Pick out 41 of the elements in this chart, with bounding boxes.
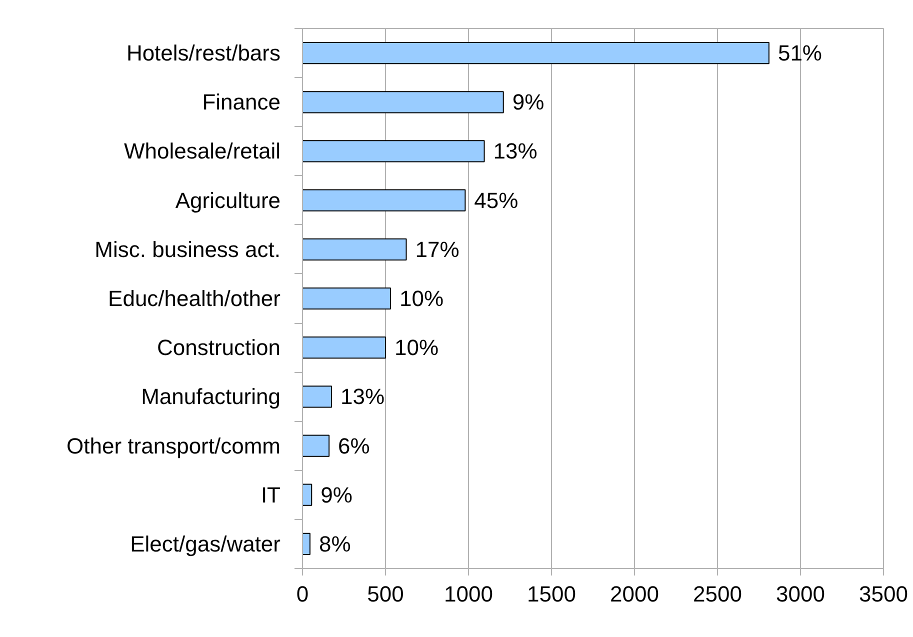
y-tick-label: Hotels/rest/bars xyxy=(126,40,281,66)
bar xyxy=(302,238,407,260)
annotation: 8% xyxy=(318,531,351,556)
bar xyxy=(302,336,386,359)
x-tick-label: 1000 xyxy=(444,582,493,606)
bar xyxy=(302,287,391,310)
annotation: 10% xyxy=(394,335,439,360)
y-tick-label: Construction xyxy=(156,335,281,360)
y-tick-label: Wholesale/retail xyxy=(124,138,280,164)
annotation: 51% xyxy=(778,40,822,66)
y-tick-label: Finance xyxy=(202,90,281,115)
y-tick-label: Agriculture xyxy=(175,188,280,213)
y-tick-label: IT xyxy=(260,482,281,508)
y-tick-label: Manufacturing xyxy=(141,384,281,410)
bar xyxy=(302,140,485,162)
bar xyxy=(302,434,330,457)
annotation: 9% xyxy=(320,482,352,508)
y-tick-label: Other transport/comm xyxy=(66,433,280,458)
bar xyxy=(302,91,504,114)
annotation: 45% xyxy=(474,188,518,213)
annotation: 9% xyxy=(512,90,544,115)
bar xyxy=(302,42,770,64)
x-tick-label: 3500 xyxy=(859,582,908,606)
annotation: 17% xyxy=(415,236,460,262)
x-tick-label: 500 xyxy=(367,582,404,606)
bar xyxy=(302,189,466,212)
x-tick-label: 2500 xyxy=(693,582,742,606)
x-tick-label: 3000 xyxy=(776,582,825,606)
x-tick-label: 0 xyxy=(296,582,309,606)
annotation: 10% xyxy=(399,286,444,311)
y-tick-label: Misc. business act. xyxy=(94,236,281,262)
bar xyxy=(302,532,310,556)
annotation: 6% xyxy=(338,433,370,458)
bar xyxy=(302,386,332,408)
bar xyxy=(302,484,312,506)
annotation: 13% xyxy=(340,384,385,410)
x-tick-label: 2000 xyxy=(610,582,659,606)
x-tick-label: 1500 xyxy=(527,582,576,606)
y-tick-label: Educ/health/other xyxy=(108,286,281,311)
y-tick-label: Elect/gas/water xyxy=(130,531,281,556)
annotation: 13% xyxy=(493,138,538,164)
